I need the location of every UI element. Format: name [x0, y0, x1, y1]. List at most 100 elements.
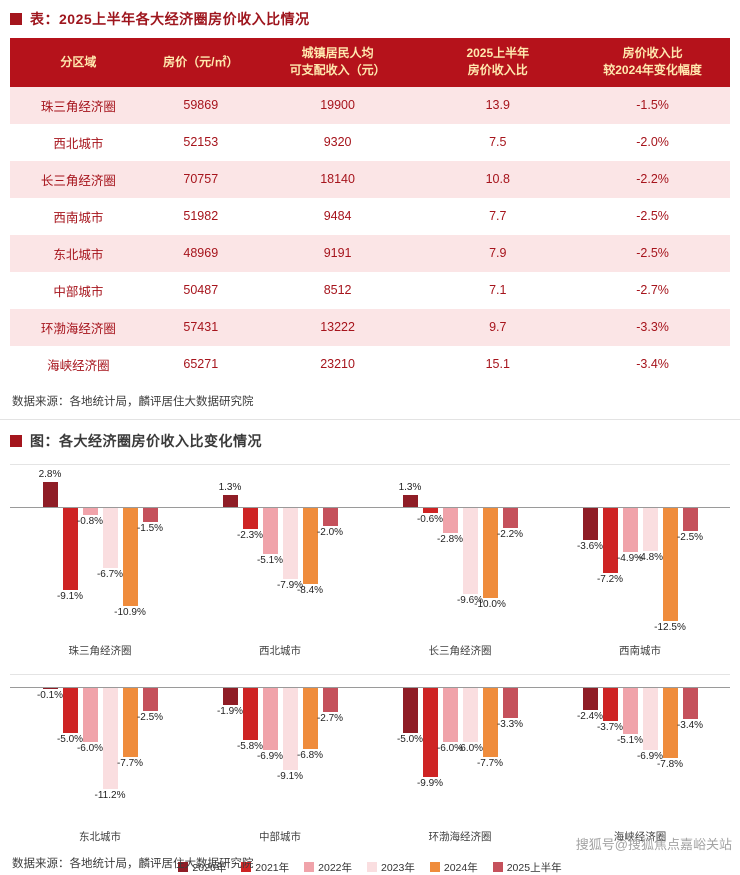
bar-value-label: -6.0% — [456, 742, 484, 754]
bar-value-label: -11.2% — [94, 789, 126, 801]
bar-value-label: -7.8% — [656, 758, 684, 770]
bar-value-label: -6.7% — [96, 568, 124, 580]
table-cell: 西北城市 — [53, 136, 104, 151]
bar-2024年 — [302, 507, 318, 584]
legend-item: 2022年 — [304, 860, 352, 875]
table-cell: 13.9 — [485, 98, 510, 113]
bar-2025上半年 — [682, 507, 698, 531]
bar-value-label: -2.8% — [436, 533, 464, 545]
table-cell: 8512 — [323, 283, 352, 298]
legend-label: 2023年 — [381, 861, 415, 874]
bar-value-label: -6.0% — [436, 742, 464, 754]
bar-2024年 — [122, 507, 138, 606]
bar-2022年 — [442, 507, 458, 533]
bar-2024年 — [482, 687, 498, 757]
table-cell: 海峡经济圈 — [47, 358, 110, 373]
table-cell: 9.7 — [489, 320, 507, 335]
table-cell: 7.5 — [489, 135, 507, 150]
chart-legend: 2020年 2021年 2022年 2023年 2024年 2025上半年 — [0, 860, 740, 875]
bar-2023年 — [102, 507, 118, 568]
bar-value-label: -2.5% — [676, 531, 704, 543]
bar-2023年 — [282, 507, 298, 579]
ratio-table: 分区域 房价（元/㎡） 城镇居民人均 可支配收入（元） 2025上半年 房价收入… — [10, 38, 730, 383]
bar-value-label: -4.9% — [616, 552, 644, 564]
bar-2023年 — [102, 687, 118, 789]
bar-2024年 — [662, 507, 678, 621]
bar-value-label: -9.1% — [276, 770, 304, 782]
chart-row: -0.1% -5.0% -6.0% -11.2% -7.7% -2.5% 东北城市 -1.9%… — [10, 673, 730, 846]
col-header-price: 房价（元/㎡） — [146, 38, 255, 87]
mini-chart: -0.1% -5.0% -6.0% -11.2% -7.7% -2.5% 东北城市 — [10, 675, 190, 846]
table-cell: 7.7 — [489, 209, 507, 224]
table-cell: 59869 — [183, 98, 219, 113]
bar-value-label: -0.1% — [36, 689, 64, 701]
legend-swatch — [178, 862, 189, 873]
bar-2023年 — [642, 507, 658, 551]
bar-2020年 — [402, 494, 418, 507]
bar-value-label: -9.9% — [416, 777, 444, 789]
legend-label: 2024年 — [443, 861, 478, 874]
table-row: 中部城市 50487 8512 7.1 -2.7% — [10, 272, 730, 309]
bar-value-label: -5.0% — [56, 733, 84, 745]
bar-value-label: -6.0% — [76, 742, 104, 754]
table-cell: 57431 — [183, 320, 219, 335]
mini-chart: -3.6% -7.2% -4.9% -4.8% -12.5% -2.5% 西南城市 — [550, 465, 730, 660]
chart-category-label: 长三角经济圈 — [428, 644, 492, 657]
chart-title-row: 图：各大经济圈房价收入比变化情况 — [0, 422, 740, 458]
bar-value-label: -5.8% — [236, 740, 264, 752]
legend-swatch — [304, 862, 315, 873]
bar-2021年 — [602, 687, 618, 721]
chart-category-label: 环渤海经济圈 — [428, 830, 492, 843]
table-row: 环渤海经济圈 57431 13222 9.7 -3.3% — [10, 308, 730, 346]
table-cell: -3.4% — [636, 357, 669, 372]
chart-category-label: 西北城市 — [259, 644, 301, 657]
bar-2020年 — [42, 687, 58, 689]
bar-2024年 — [482, 507, 498, 598]
table-cell: -2.0% — [636, 135, 669, 150]
col-header-ratio: 2025上半年 房价收入比 — [420, 38, 576, 87]
legend-label: 2022年 — [318, 861, 352, 874]
bar-2021年 — [422, 507, 438, 513]
legend-label: 2021年 — [255, 861, 290, 874]
bar-2021年 — [602, 507, 618, 573]
col-header-income: 城镇居民人均 可支配收入（元） — [254, 38, 421, 87]
table-cell: 中部城市 — [53, 284, 104, 299]
bar-2020年 — [582, 687, 598, 710]
bar-2020年 — [42, 481, 58, 507]
bar-value-label: -3.7% — [596, 721, 624, 733]
table-cell: 65271 — [183, 357, 219, 372]
mini-chart: -1.9% -5.8% -6.9% -9.1% -6.8% -2.7% 中部城市 — [190, 675, 370, 846]
bar-value-label: -2.5% — [136, 711, 164, 723]
table-title-row: 表：2025上半年各大经济圈房价收入比情况 — [0, 0, 740, 36]
table-row: 西北城市 52153 9320 7.5 -2.0% — [10, 124, 730, 161]
chart-category-label: 珠三角经济圈 — [68, 644, 132, 657]
table-cell: 23210 — [320, 357, 355, 372]
bar-2022年 — [442, 687, 458, 742]
table-cell: 19900 — [320, 98, 355, 113]
chart-category-label: 中部城市 — [259, 830, 301, 843]
bar-value-label: 2.8% — [38, 468, 62, 480]
bar-value-label: -7.7% — [116, 757, 144, 769]
table-row: 海峡经济圈 65271 23210 15.1 -3.4% — [10, 346, 730, 383]
red-square-bullet — [10, 13, 22, 25]
table-cell: 10.8 — [485, 172, 510, 187]
table-cell: -1.5% — [636, 98, 669, 113]
zero-axis-line — [10, 686, 730, 688]
bar-value-label: -2.4% — [576, 710, 604, 722]
bar-2025上半年 — [142, 507, 158, 522]
chart-category-label: 海峡经济圈 — [613, 830, 667, 843]
bar-value-label: -5.1% — [616, 734, 644, 746]
table-cell: 7.1 — [489, 283, 507, 298]
bar-2022年 — [262, 687, 278, 750]
bar-value-label: -8.4% — [296, 584, 324, 596]
legend-swatch — [367, 862, 377, 873]
table-cell: 48969 — [183, 246, 219, 261]
bar-2023年 — [462, 687, 478, 742]
table-cell: 9484 — [323, 209, 352, 224]
table-cell: -2.5% — [636, 246, 669, 261]
table-cell: 长三角经济圈 — [40, 173, 116, 188]
bar-value-label: -5.1% — [256, 554, 284, 566]
table-cell: 东北城市 — [53, 247, 104, 262]
bar-value-label: -5.0% — [396, 733, 424, 745]
